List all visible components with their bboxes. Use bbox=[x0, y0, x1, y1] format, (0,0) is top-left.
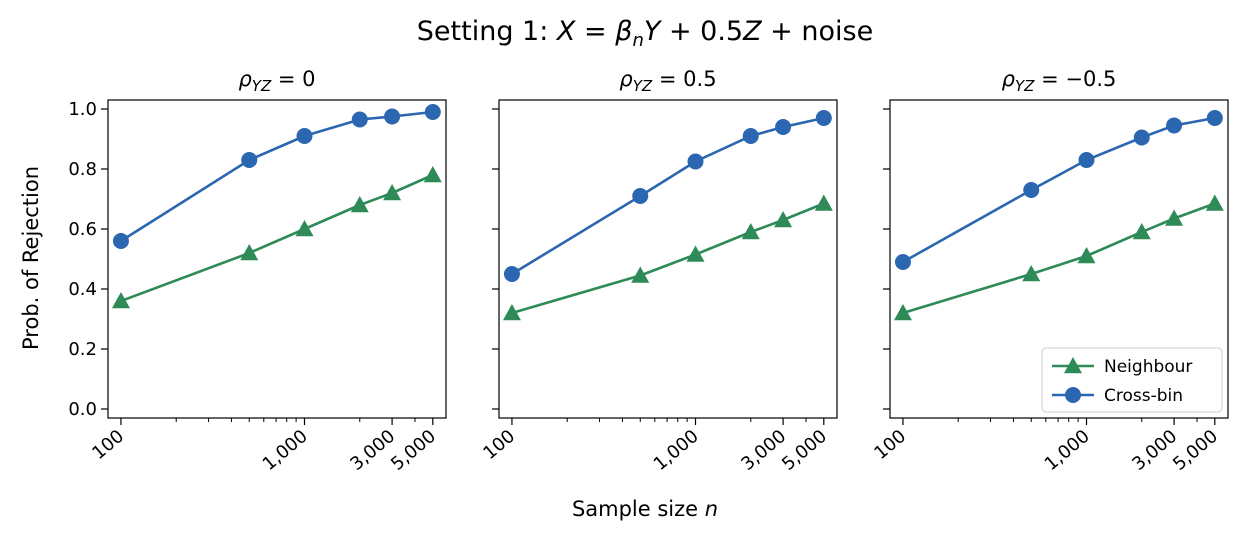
point-crossbin bbox=[424, 104, 441, 120]
panel-title: ρYZ = 0.5 bbox=[619, 67, 716, 95]
y-tick-label: 0.6 bbox=[68, 219, 97, 240]
series-line-neighbour bbox=[902, 202, 1216, 315]
axes-frame bbox=[889, 99, 1229, 419]
x-tick-label: 1,000 bbox=[259, 426, 312, 475]
panel-title: ρYZ = 0 bbox=[238, 67, 315, 95]
point-neighbour bbox=[893, 304, 912, 321]
y-axis-label: Prob. of Rejection bbox=[19, 166, 43, 350]
point-crossbin bbox=[241, 152, 258, 168]
point-crossbin bbox=[687, 153, 704, 170]
x-tick-label: 3,000 bbox=[1128, 426, 1181, 475]
y-tick-label: 1.0 bbox=[68, 99, 97, 120]
axes-frame bbox=[107, 99, 447, 419]
x-tick-label: 100 bbox=[479, 426, 519, 464]
point-crossbin bbox=[632, 188, 649, 204]
legend-marker bbox=[1065, 387, 1081, 403]
axes-frame bbox=[498, 99, 838, 419]
series-line-crossbin bbox=[120, 110, 433, 243]
point-neighbour bbox=[1132, 223, 1151, 240]
x-tick-label: 1,000 bbox=[1041, 426, 1094, 475]
legend-label: Neighbour bbox=[1104, 357, 1192, 377]
x-tick-label: 5,000 bbox=[778, 426, 831, 475]
point-neighbour bbox=[1205, 194, 1224, 211]
x-tick-label: 3,000 bbox=[737, 426, 790, 475]
point-neighbour bbox=[741, 223, 760, 240]
point-neighbour bbox=[1165, 209, 1184, 226]
point-crossbin bbox=[1166, 117, 1183, 134]
point-neighbour bbox=[295, 220, 314, 237]
point-crossbin bbox=[742, 128, 759, 144]
point-crossbin bbox=[894, 254, 911, 270]
series-line-crossbin bbox=[511, 116, 825, 276]
legend-item-crossbin: Cross-bin bbox=[1052, 386, 1183, 406]
point-neighbour bbox=[814, 194, 833, 211]
point-crossbin bbox=[775, 119, 792, 135]
point-crossbin bbox=[384, 108, 401, 125]
point-neighbour bbox=[240, 244, 259, 261]
figure-title: Setting 1: X = βnY + 0.5Z + noise bbox=[417, 16, 873, 51]
series-line-neighbour bbox=[511, 202, 825, 315]
legend-marker bbox=[1064, 357, 1082, 374]
point-neighbour bbox=[774, 211, 793, 228]
point-neighbour bbox=[111, 292, 130, 309]
x-tick-label: 3,000 bbox=[346, 426, 399, 475]
point-crossbin bbox=[1023, 182, 1040, 198]
point-crossbin bbox=[1133, 129, 1150, 146]
x-axis-label: Sample size n bbox=[572, 497, 718, 521]
legend-label: Cross-bin bbox=[1104, 386, 1183, 406]
point-crossbin bbox=[1078, 152, 1095, 168]
point-neighbour bbox=[1022, 265, 1041, 282]
legend-item-neighbour: Neighbour bbox=[1052, 357, 1192, 377]
point-neighbour bbox=[686, 245, 705, 262]
y-tick-label: 0.8 bbox=[68, 159, 97, 180]
point-neighbour bbox=[383, 184, 402, 201]
point-neighbour bbox=[1077, 247, 1096, 264]
point-crossbin bbox=[351, 111, 368, 128]
point-crossbin bbox=[1206, 110, 1223, 126]
y-tick-label: 0.4 bbox=[68, 279, 97, 300]
series-line-neighbour bbox=[120, 173, 434, 303]
series-line-crossbin bbox=[902, 116, 1216, 264]
x-tick-label: 100 bbox=[88, 426, 128, 464]
y-tick-label: 0.0 bbox=[68, 399, 97, 420]
point-neighbour bbox=[423, 166, 442, 183]
panel-rho-0: ρYZ = 0 0.0 0.2 0.4 0.6 0.8 1.0 100 1,000 3,0005,… bbox=[68, 67, 447, 475]
x-tick-label: 5,000 bbox=[387, 426, 440, 475]
point-crossbin bbox=[296, 128, 313, 144]
legend: Neighbour Cross-bin bbox=[1041, 347, 1223, 413]
point-neighbour bbox=[350, 196, 369, 213]
panel-title: ρYZ = −0.5 bbox=[1002, 67, 1117, 95]
y-tick-label: 0.2 bbox=[68, 339, 97, 360]
point-neighbour bbox=[502, 304, 521, 321]
point-crossbin bbox=[815, 110, 832, 126]
point-crossbin bbox=[112, 233, 129, 249]
x-tick-label: 1,000 bbox=[650, 426, 703, 475]
point-crossbin bbox=[503, 266, 520, 282]
point-neighbour bbox=[631, 266, 650, 283]
x-tick-label: 100 bbox=[870, 426, 910, 464]
x-tick-label: 5,000 bbox=[1169, 426, 1222, 475]
